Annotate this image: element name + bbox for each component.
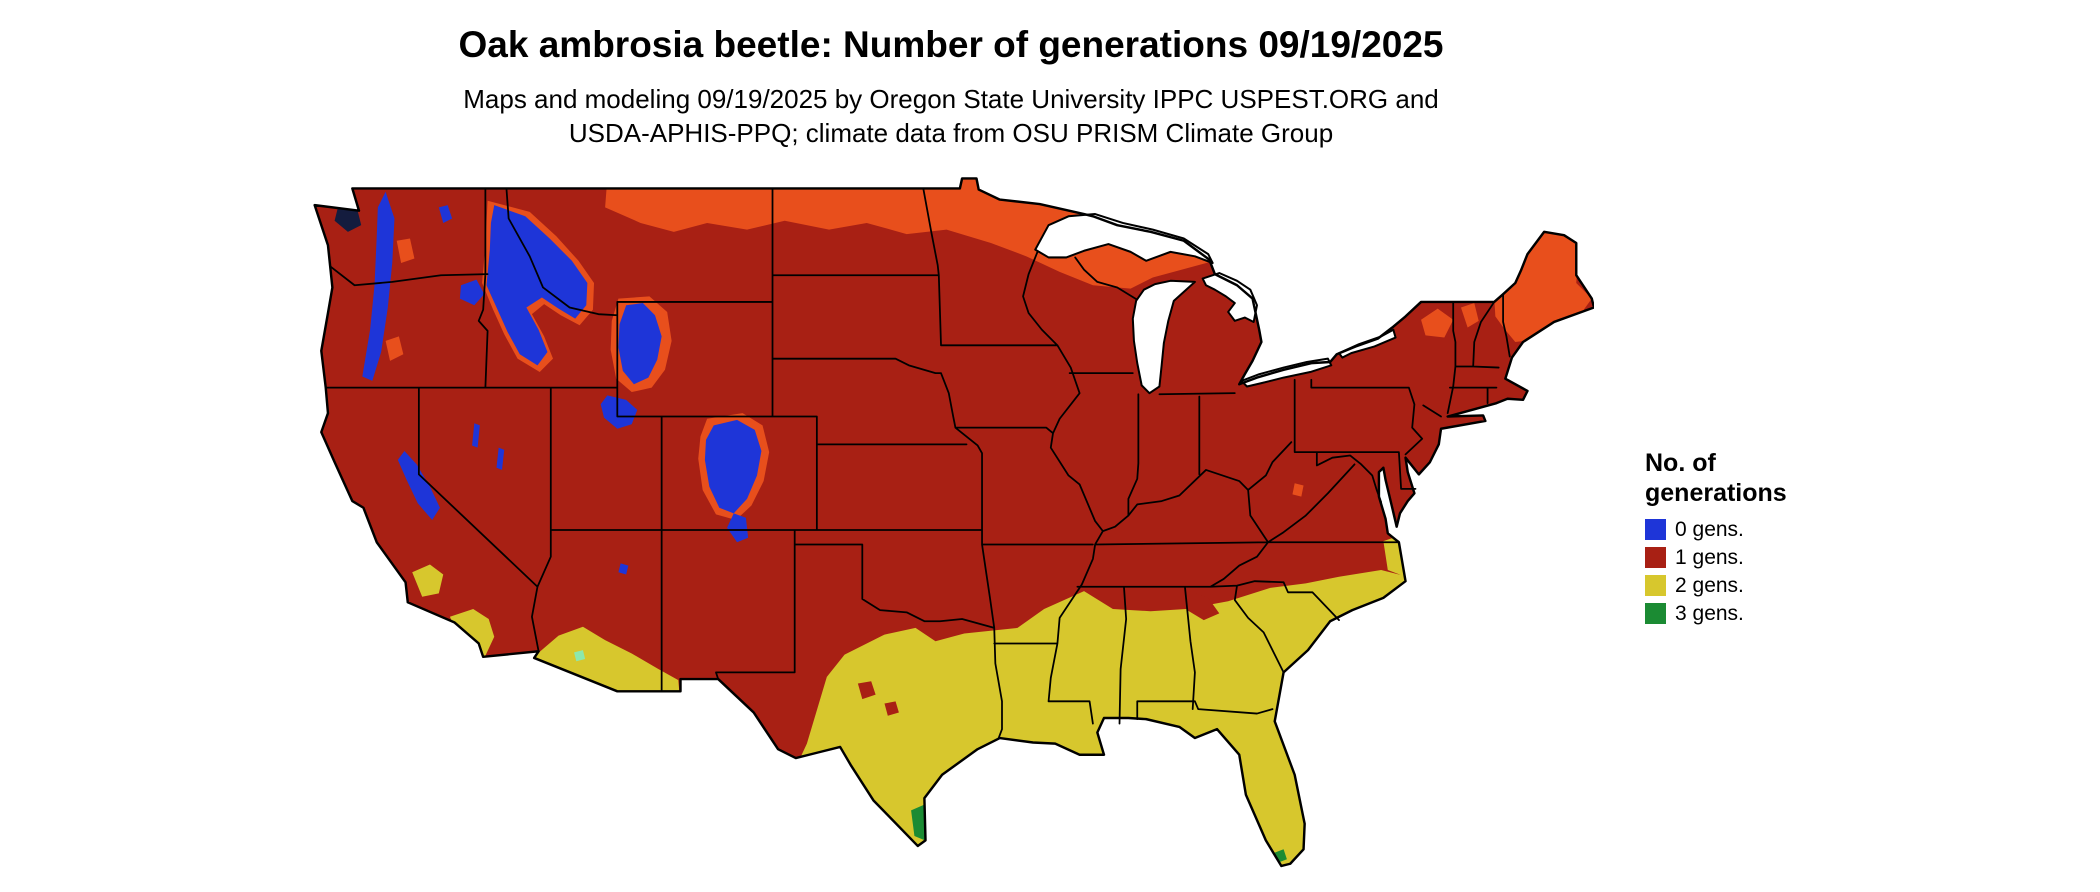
subtitle-line-2: USDA-APHIS-PPQ; climate data from OSU PR… [568, 118, 1334, 148]
legend-item-0-gens: 0 gens. [1645, 518, 1865, 541]
legend-label-3-gens: 3 gens. [1675, 601, 1744, 625]
us-map-svg [313, 177, 1594, 868]
nation-outline [313, 177, 1594, 868]
legend-label-0-gens: 0 gens. [1675, 517, 1744, 541]
great-lakes [1034, 213, 1397, 395]
legend-item-2-gens: 2 gens. [1645, 574, 1865, 597]
legend-swatch-1-gens [1645, 547, 1666, 568]
page-subtitle: Maps and modeling 09/19/2025 by Oregon S… [308, 82, 1594, 150]
legend-swatch-3-gens [1645, 603, 1666, 624]
page-title: Oak ambrosia beetle: Number of generatio… [458, 24, 1444, 65]
legend-title: No. of generations [1645, 448, 1865, 508]
subtitle-line-1: Maps and modeling 09/19/2025 by Oregon S… [463, 84, 1439, 114]
region-1-generation-overlays [857, 588, 1220, 716]
legend-title-line-1: No. of [1645, 449, 1716, 477]
legend-title-line-2: generations [1645, 479, 1787, 507]
legend-label-1-gens: 1 gens. [1675, 545, 1744, 569]
region-0-generations [362, 191, 762, 575]
legend-swatch-0-gens [1645, 519, 1666, 540]
legend-label-2-gens: 2 gens. [1675, 573, 1744, 597]
legend: No. of generations 0 gens. 1 gens. 2 gen… [1645, 448, 1865, 630]
region-3-generations [911, 803, 1298, 866]
us-generations-map [308, 174, 1594, 886]
legend-swatch-2-gens [1645, 575, 1666, 596]
legend-item-3-gens: 3 gens. [1645, 602, 1865, 625]
legend-item-1-gens: 1 gens. [1645, 546, 1865, 569]
state-borders [324, 187, 1511, 739]
